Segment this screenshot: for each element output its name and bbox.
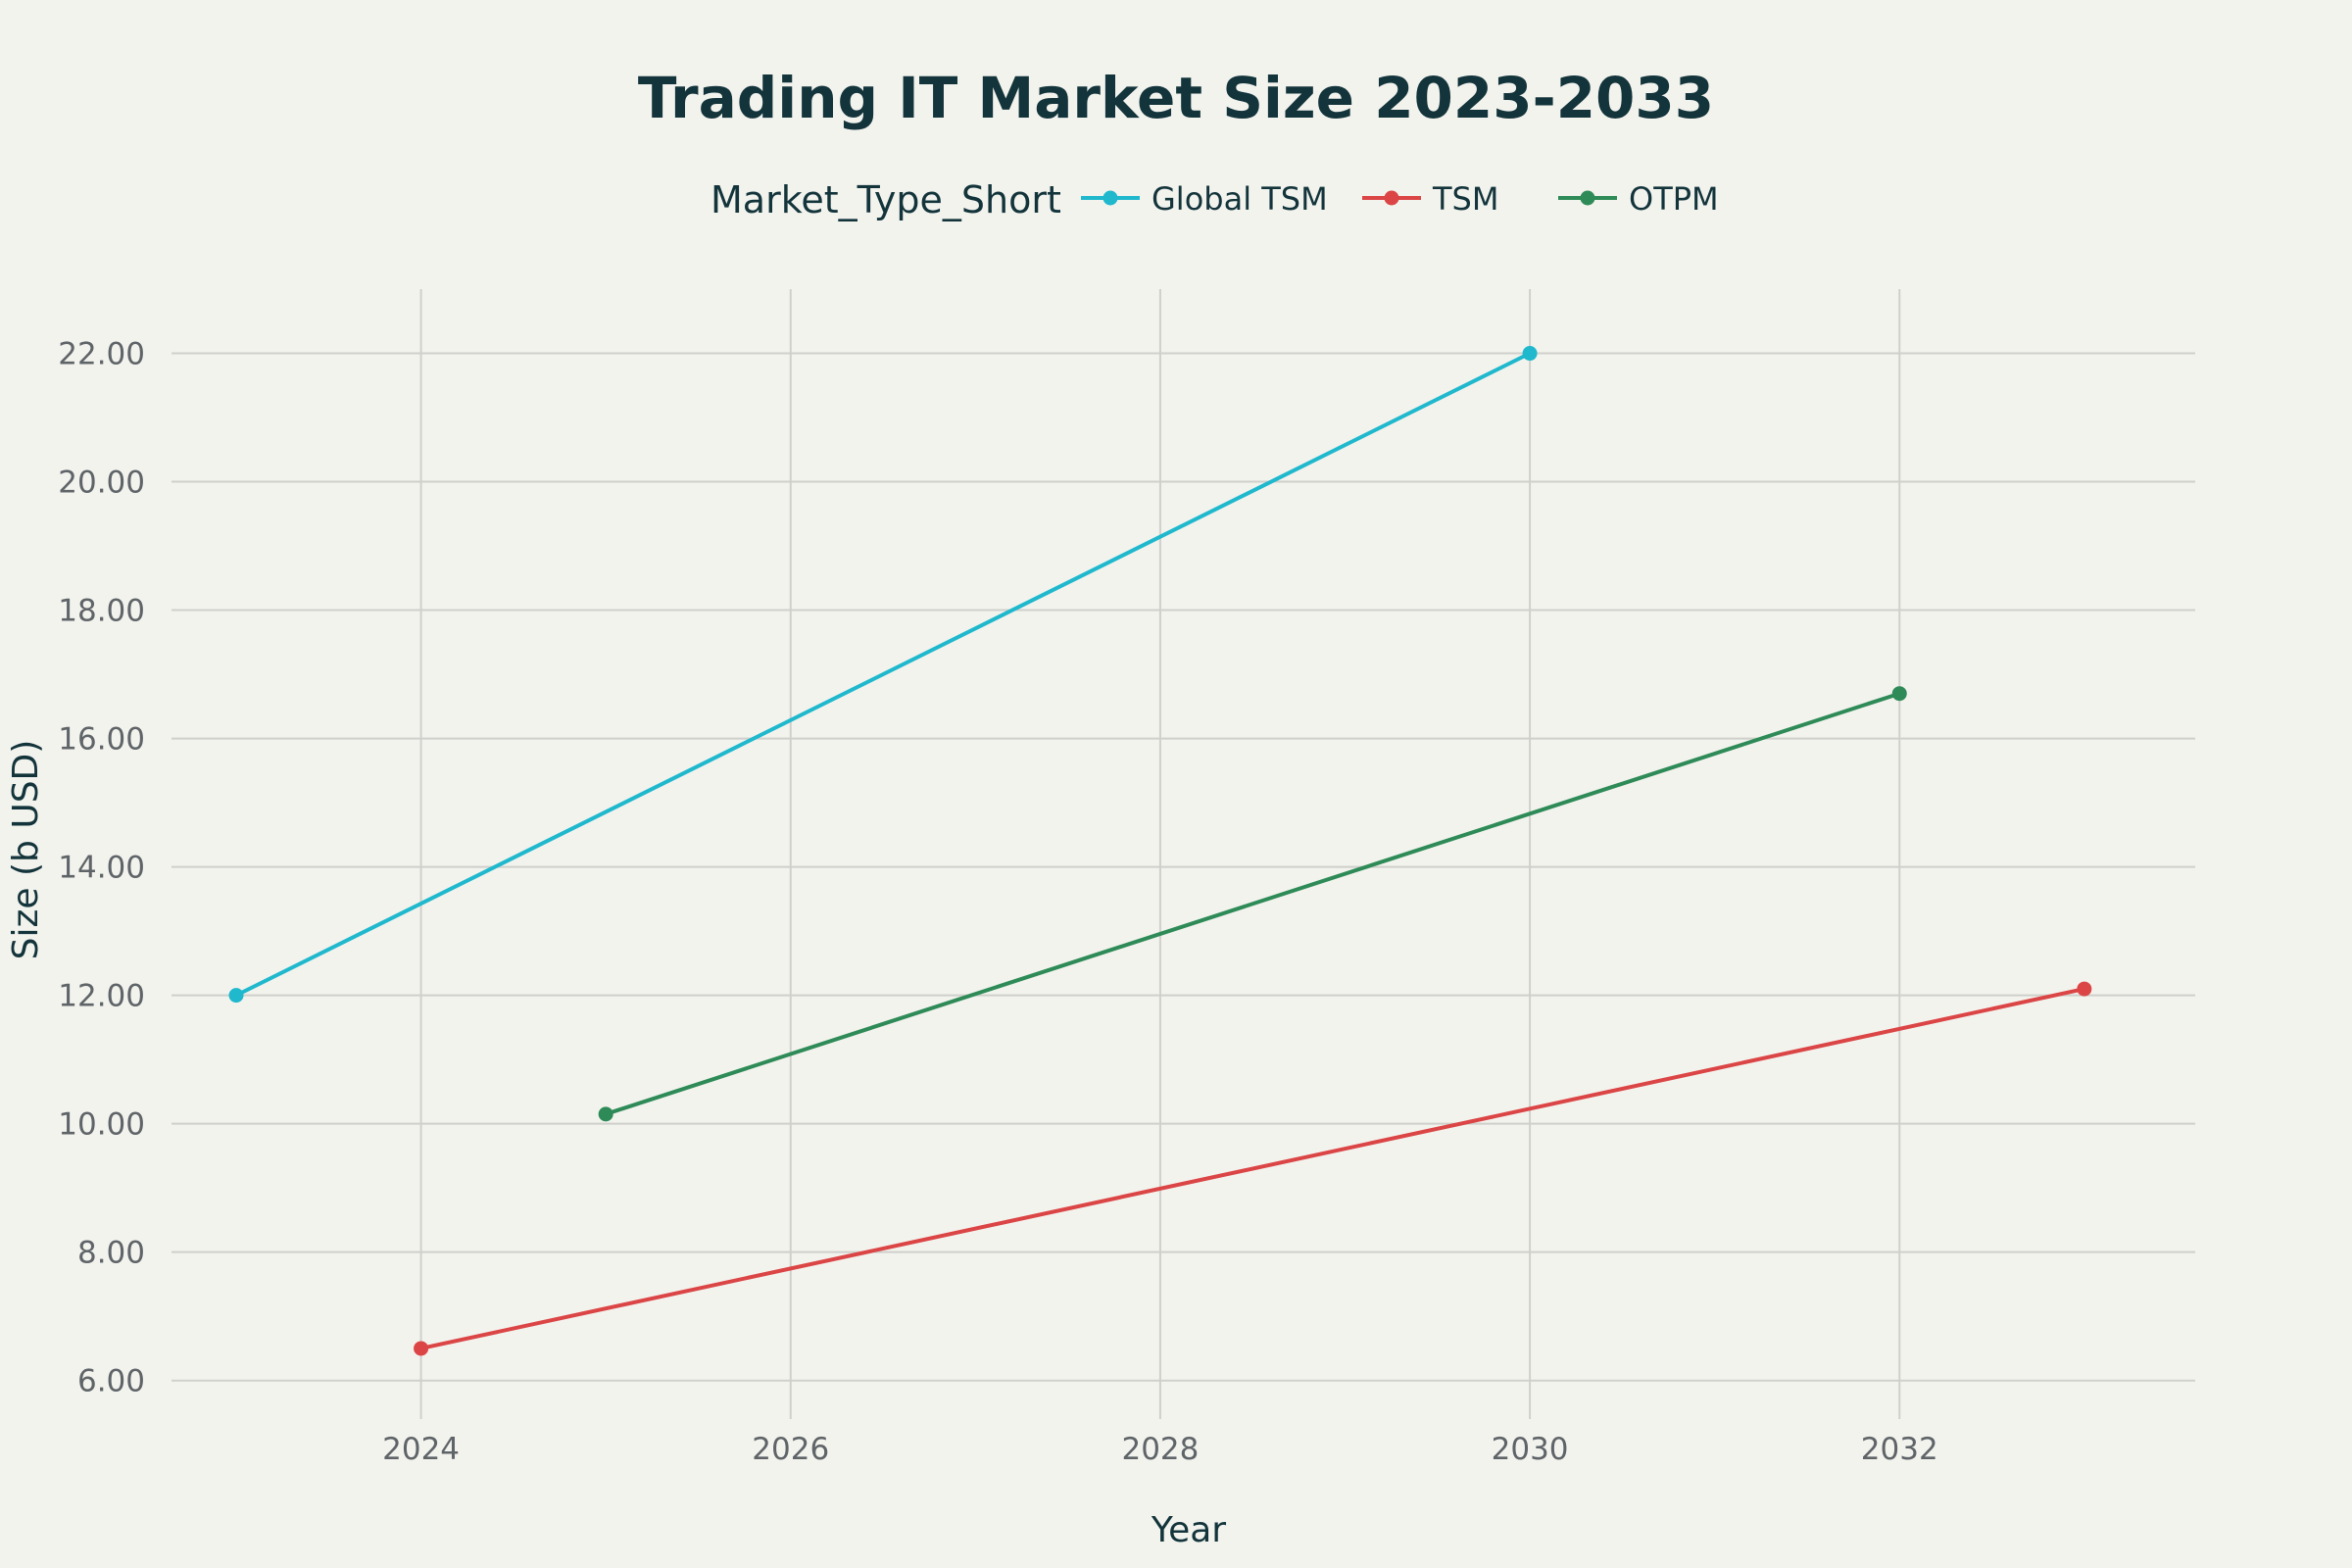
x-tick-label: 2024 (382, 1432, 460, 1467)
series-line (234, 351, 1533, 998)
x-tick-label: 2028 (1121, 1432, 1199, 1467)
legend-label: Global TSM (1152, 180, 1328, 218)
x-tick-label: 2030 (1492, 1432, 1569, 1467)
legend-label: OTPM (1629, 180, 1719, 218)
y-tick-label: 8.00 (77, 1236, 145, 1271)
y-tick-label: 22.00 (58, 337, 145, 372)
y-tick-label: 20.00 (58, 466, 145, 501)
legend-item: Global TSM (1081, 180, 1328, 218)
y-tick-label: 18.00 (58, 594, 145, 629)
legend-item: TSM (1362, 180, 1498, 218)
data-point (598, 1106, 613, 1122)
legend-swatch-marker (1580, 190, 1595, 206)
y-tick-label: 16.00 (58, 722, 145, 758)
y-tick-label: 12.00 (58, 979, 145, 1014)
data-point (1522, 346, 1538, 362)
legend-item: OTPM (1558, 180, 1719, 218)
x-tick-label: 2026 (752, 1432, 829, 1467)
legend-label: TSM (1432, 180, 1498, 218)
series-global-tsm (228, 346, 1538, 1004)
data-point (414, 1341, 429, 1356)
x-axis-ticks: 2024 2026 2028 2030 2032 (382, 1432, 1938, 1467)
legend-swatch-marker (1384, 190, 1399, 206)
series-layer (228, 346, 2092, 1356)
y-tick-label: 6.00 (77, 1364, 145, 1399)
x-tick-label: 2032 (1861, 1432, 1938, 1467)
series-tsm (414, 981, 2092, 1356)
grid (172, 289, 2195, 1419)
series-line (418, 987, 2086, 1350)
legend-swatch-marker (1102, 190, 1118, 206)
data-point (2077, 981, 2092, 997)
legend-title: Market_Type_Short (710, 178, 1061, 221)
data-point (228, 988, 244, 1004)
x-axis-title: Year (1151, 1510, 1226, 1550)
y-axis-title: Size (b USD) (6, 740, 46, 960)
y-axis-ticks: 6.00 8.00 10.00 12.00 14.00 16.00 18.00 20.00 22… (58, 337, 145, 1399)
series-otpm (598, 686, 1907, 1122)
chart-title: Trading IT Market Size 2023-2033 (638, 65, 1714, 131)
legend: Market_Type_Short Global TSM TSM OTPM (710, 178, 1719, 221)
y-tick-label: 10.00 (58, 1107, 145, 1143)
series-line (604, 691, 1902, 1116)
y-tick-label: 14.00 (58, 851, 145, 886)
data-point (1891, 686, 1907, 702)
